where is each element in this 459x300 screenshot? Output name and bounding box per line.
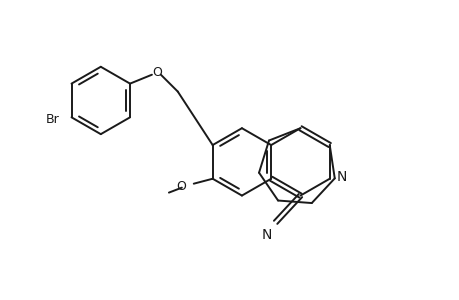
Text: N: N bbox=[261, 228, 271, 242]
Text: O: O bbox=[175, 180, 185, 193]
Text: O: O bbox=[151, 66, 162, 79]
Text: N: N bbox=[336, 170, 346, 184]
Text: Br: Br bbox=[46, 113, 60, 126]
